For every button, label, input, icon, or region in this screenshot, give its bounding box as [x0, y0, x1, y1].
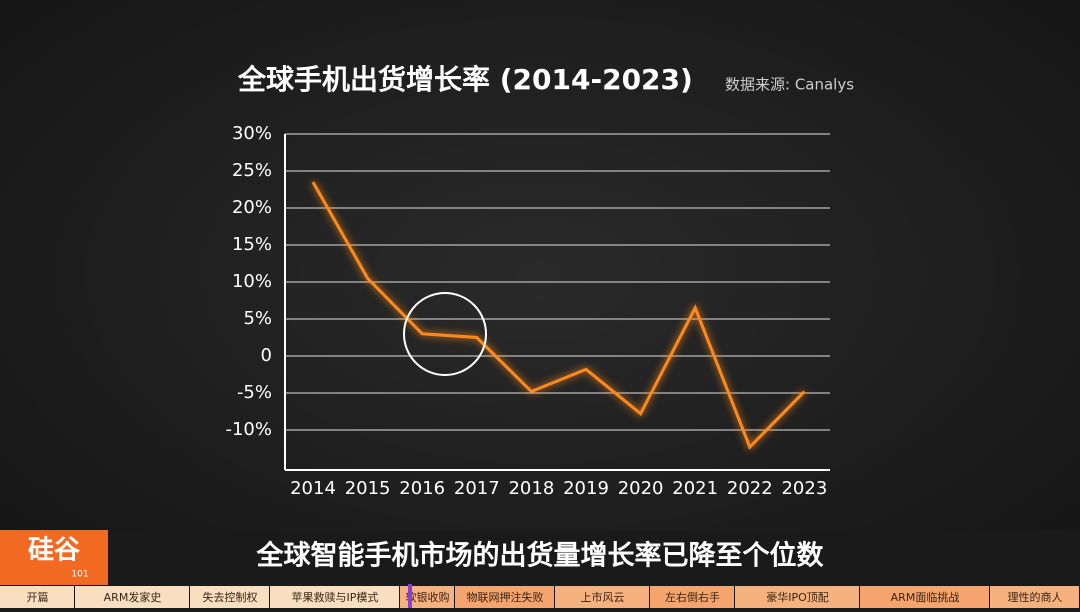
x-tick-label: 2020 [618, 478, 664, 499]
nav-segment [400, 586, 454, 608]
x-tick-label: 2015 [345, 478, 391, 499]
nav-label: 物联网押注失败 [467, 590, 544, 604]
caption-bar [0, 530, 1080, 585]
y-tick-label: 5% [243, 308, 272, 329]
nav-label: ARM面临挑战 [891, 590, 960, 604]
logo-text: 硅谷 [28, 536, 81, 566]
nav-label: 失去控制权 [203, 590, 258, 604]
nav-segment [455, 586, 554, 608]
nav-segment [75, 586, 189, 608]
x-tick-label: 2016 [399, 478, 445, 499]
nav-label: ARM发家史 [104, 590, 162, 604]
nav-segment [190, 586, 269, 608]
nav-segment [0, 586, 74, 608]
y-tick-label: 30% [232, 123, 272, 144]
nav-label: 理性的商人 [1008, 590, 1063, 604]
nav-segment [270, 586, 399, 608]
nav-label: 软银收购 [406, 590, 450, 604]
highlight-circle [403, 292, 487, 376]
nav-segment [860, 586, 989, 608]
y-tick-label: -10% [225, 419, 272, 440]
chart-title: 全球手机出货增长率 (2014-2023) [237, 63, 693, 96]
nav-label: 苹果救赎与IP模式 [292, 590, 379, 604]
logo-number: 101 [71, 570, 88, 580]
chart-subtitle: 数据来源: Canalys [725, 76, 854, 94]
nav-segment [650, 586, 734, 608]
y-tick-label: 15% [232, 234, 272, 255]
nav-label: 上市风云 [581, 590, 625, 604]
nav-label: 开篇 [27, 590, 49, 604]
x-tick-label: 2023 [781, 478, 827, 499]
data-line [311, 181, 806, 450]
nav-segment [735, 586, 859, 608]
x-tick-label: 2019 [563, 478, 609, 499]
x-tick-label: 2018 [508, 478, 554, 499]
x-tick-label: 2014 [290, 478, 336, 499]
progress-marker [408, 584, 412, 608]
y-tick-label: 20% [232, 197, 272, 218]
logo-box [0, 530, 108, 585]
chapter-nav: 开篇 ARM发家史 失去控制权 苹果救赎与IP模式 软银收购 物联网押注失败 上市风云 左右倒… [0, 584, 1079, 608]
x-tick-label: 2017 [454, 478, 500, 499]
y-tick-label: -5% [237, 382, 272, 403]
x-tick-label: 2022 [727, 478, 773, 499]
y-tick-label: 25% [232, 160, 272, 181]
y-tick-label: 10% [232, 271, 272, 292]
nav-label: 左右倒右手 [665, 590, 720, 604]
nav-segment [990, 586, 1079, 608]
y-tick-label: 0 [261, 345, 272, 366]
nav-label: 豪华IPO顶配 [766, 590, 829, 604]
nav-segment [555, 586, 649, 608]
caption: 全球智能手机市场的出货量增长率已降至个位数 [256, 540, 825, 572]
plot: 30% 25% 20% 15% 10% 5% 0 -5% -10% 2014 2015 2016 201… [225, 123, 830, 499]
x-tick-label: 2021 [672, 478, 718, 499]
